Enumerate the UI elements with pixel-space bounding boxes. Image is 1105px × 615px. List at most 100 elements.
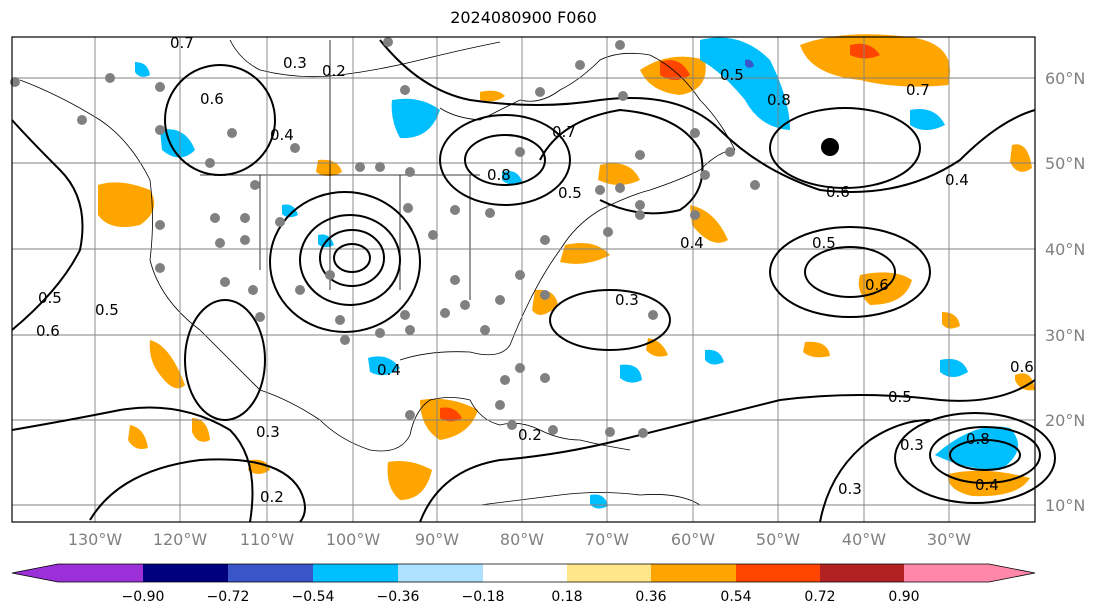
- contour-label: 0.6: [826, 183, 850, 201]
- colorbar-segment: [398, 564, 483, 582]
- lat-label: 20°N: [1045, 411, 1085, 430]
- colorbar: −0.90 −0.72 −0.54 −0.36 −0.18 0.18 0.36 …: [11, 563, 1036, 605]
- contour-label: 0.6: [200, 90, 224, 108]
- shaded-areas: [98, 34, 1035, 509]
- contour-label: 0.3: [615, 291, 639, 309]
- colorbar-segment: [904, 564, 989, 582]
- colorbar-extend-high: [989, 564, 1035, 582]
- shade-orange: [248, 459, 270, 474]
- colorbar-tick-label: 0.36: [635, 589, 666, 605]
- contour-label: 0.4: [975, 476, 999, 494]
- shade-blue: [940, 358, 968, 377]
- contour-labels: 0.7 0.3 0.2 0.6 0.4 0.5 0.7 0.8 0.5 0.6 …: [36, 34, 1034, 506]
- shade-red: [660, 60, 690, 80]
- shade-blue: [620, 364, 642, 383]
- colorbar-tick-label: −0.90: [122, 589, 165, 605]
- contour-label: 0.7: [170, 34, 194, 52]
- contour-label: 0.8: [966, 430, 990, 448]
- shade-orange: [560, 242, 610, 264]
- contour-label: 0.5: [38, 289, 62, 307]
- lat-label: 30°N: [1045, 326, 1085, 345]
- lon-label: 30°W: [927, 530, 971, 549]
- contour-label: 0.2: [260, 488, 284, 506]
- contour-label: 0.3: [256, 423, 280, 441]
- lat-label: 40°N: [1045, 240, 1085, 259]
- contour-label: 0.3: [838, 480, 862, 498]
- colorbar-segment: [651, 564, 736, 582]
- colorbar-tick-label: −0.72: [207, 589, 250, 605]
- shade-orange: [149, 340, 185, 389]
- contour-label: 0.2: [518, 426, 542, 444]
- shade-blue: [700, 37, 790, 130]
- colorbar-outline: [11, 563, 1036, 583]
- station-dots: [10, 37, 760, 438]
- shade-orange: [858, 272, 912, 305]
- contour-label: 0.4: [270, 126, 294, 144]
- lon-label: 60°W: [671, 530, 715, 549]
- contour-label: 0.8: [487, 166, 511, 184]
- lon-label: 120°W: [153, 530, 208, 549]
- colorbar-segment: [313, 564, 398, 582]
- contour-label: 0.3: [900, 436, 924, 454]
- shade-orange: [598, 163, 640, 185]
- colorbar-segment: [567, 564, 651, 582]
- contour-label: 0.2: [322, 62, 346, 80]
- colorbar-segment: [228, 564, 313, 582]
- shade-orange: [800, 34, 950, 87]
- shade-orange: [128, 425, 148, 449]
- shade-purple: [745, 59, 754, 68]
- contour-label: 0.6: [36, 322, 60, 340]
- lat-label: 10°N: [1045, 496, 1085, 515]
- colorbar-segment: [820, 564, 904, 582]
- shade-red: [850, 43, 880, 59]
- contour-label: 0.5: [888, 388, 912, 406]
- contour-label: 0.5: [95, 301, 119, 319]
- shade-orange: [1010, 144, 1032, 172]
- colorbar-segment: [736, 564, 820, 582]
- shade-orange: [532, 289, 558, 315]
- contour-label: 0.3: [283, 54, 307, 72]
- contour-label: 0.5: [812, 234, 836, 252]
- lon-label: 130°W: [68, 530, 123, 549]
- contours: [11, 39, 1056, 523]
- lat-labels: 60°N 50°N 40°N 30°N 20°N 10°N: [1045, 69, 1085, 515]
- shade-blue: [705, 349, 724, 365]
- shade-blue: [502, 171, 522, 185]
- shade-orange: [387, 461, 432, 500]
- colorbar-tick-label: −0.54: [292, 589, 335, 605]
- marker-dot: [821, 138, 839, 156]
- colorbar-tick-label: 0.18: [551, 589, 582, 605]
- shade-red: [440, 407, 462, 422]
- colorbar-segment: [143, 564, 228, 582]
- shade-orange: [98, 182, 155, 228]
- lon-label: 70°W: [585, 530, 629, 549]
- lat-label: 50°N: [1045, 154, 1085, 173]
- shade-orange: [316, 159, 342, 176]
- contour-label: 0.8: [767, 91, 791, 109]
- contour-label: 0.4: [680, 234, 704, 252]
- shade-orange: [646, 338, 668, 357]
- colorbar-extend-low: [12, 564, 58, 582]
- contour-label: 0.4: [945, 171, 969, 189]
- lon-label: 40°W: [842, 530, 886, 549]
- shade-orange: [1015, 373, 1035, 391]
- contour-label: 0.5: [720, 66, 744, 84]
- shade-blue: [391, 98, 440, 139]
- coastlines: [19, 39, 736, 506]
- graticule: [12, 37, 1035, 522]
- lon-label: 100°W: [326, 530, 381, 549]
- colorbar-tick-label: −0.18: [462, 589, 505, 605]
- shade-blue: [282, 204, 298, 218]
- colorbar-tick-label: 0.72: [804, 589, 835, 605]
- lat-label: 60°N: [1045, 69, 1085, 88]
- shade-orange: [192, 418, 210, 442]
- colorbar-segment: [58, 564, 143, 582]
- lon-labels: 130°W 120°W 110°W 100°W 90°W 80°W 70°W 6…: [68, 530, 971, 549]
- colorbar-tick-label: 0.90: [888, 589, 919, 605]
- shade-blue: [935, 426, 1018, 470]
- shade-blue: [590, 494, 608, 509]
- contour-label: 0.4: [377, 361, 401, 379]
- shade-blue: [160, 129, 195, 158]
- contour-label: 0.6: [1010, 358, 1034, 376]
